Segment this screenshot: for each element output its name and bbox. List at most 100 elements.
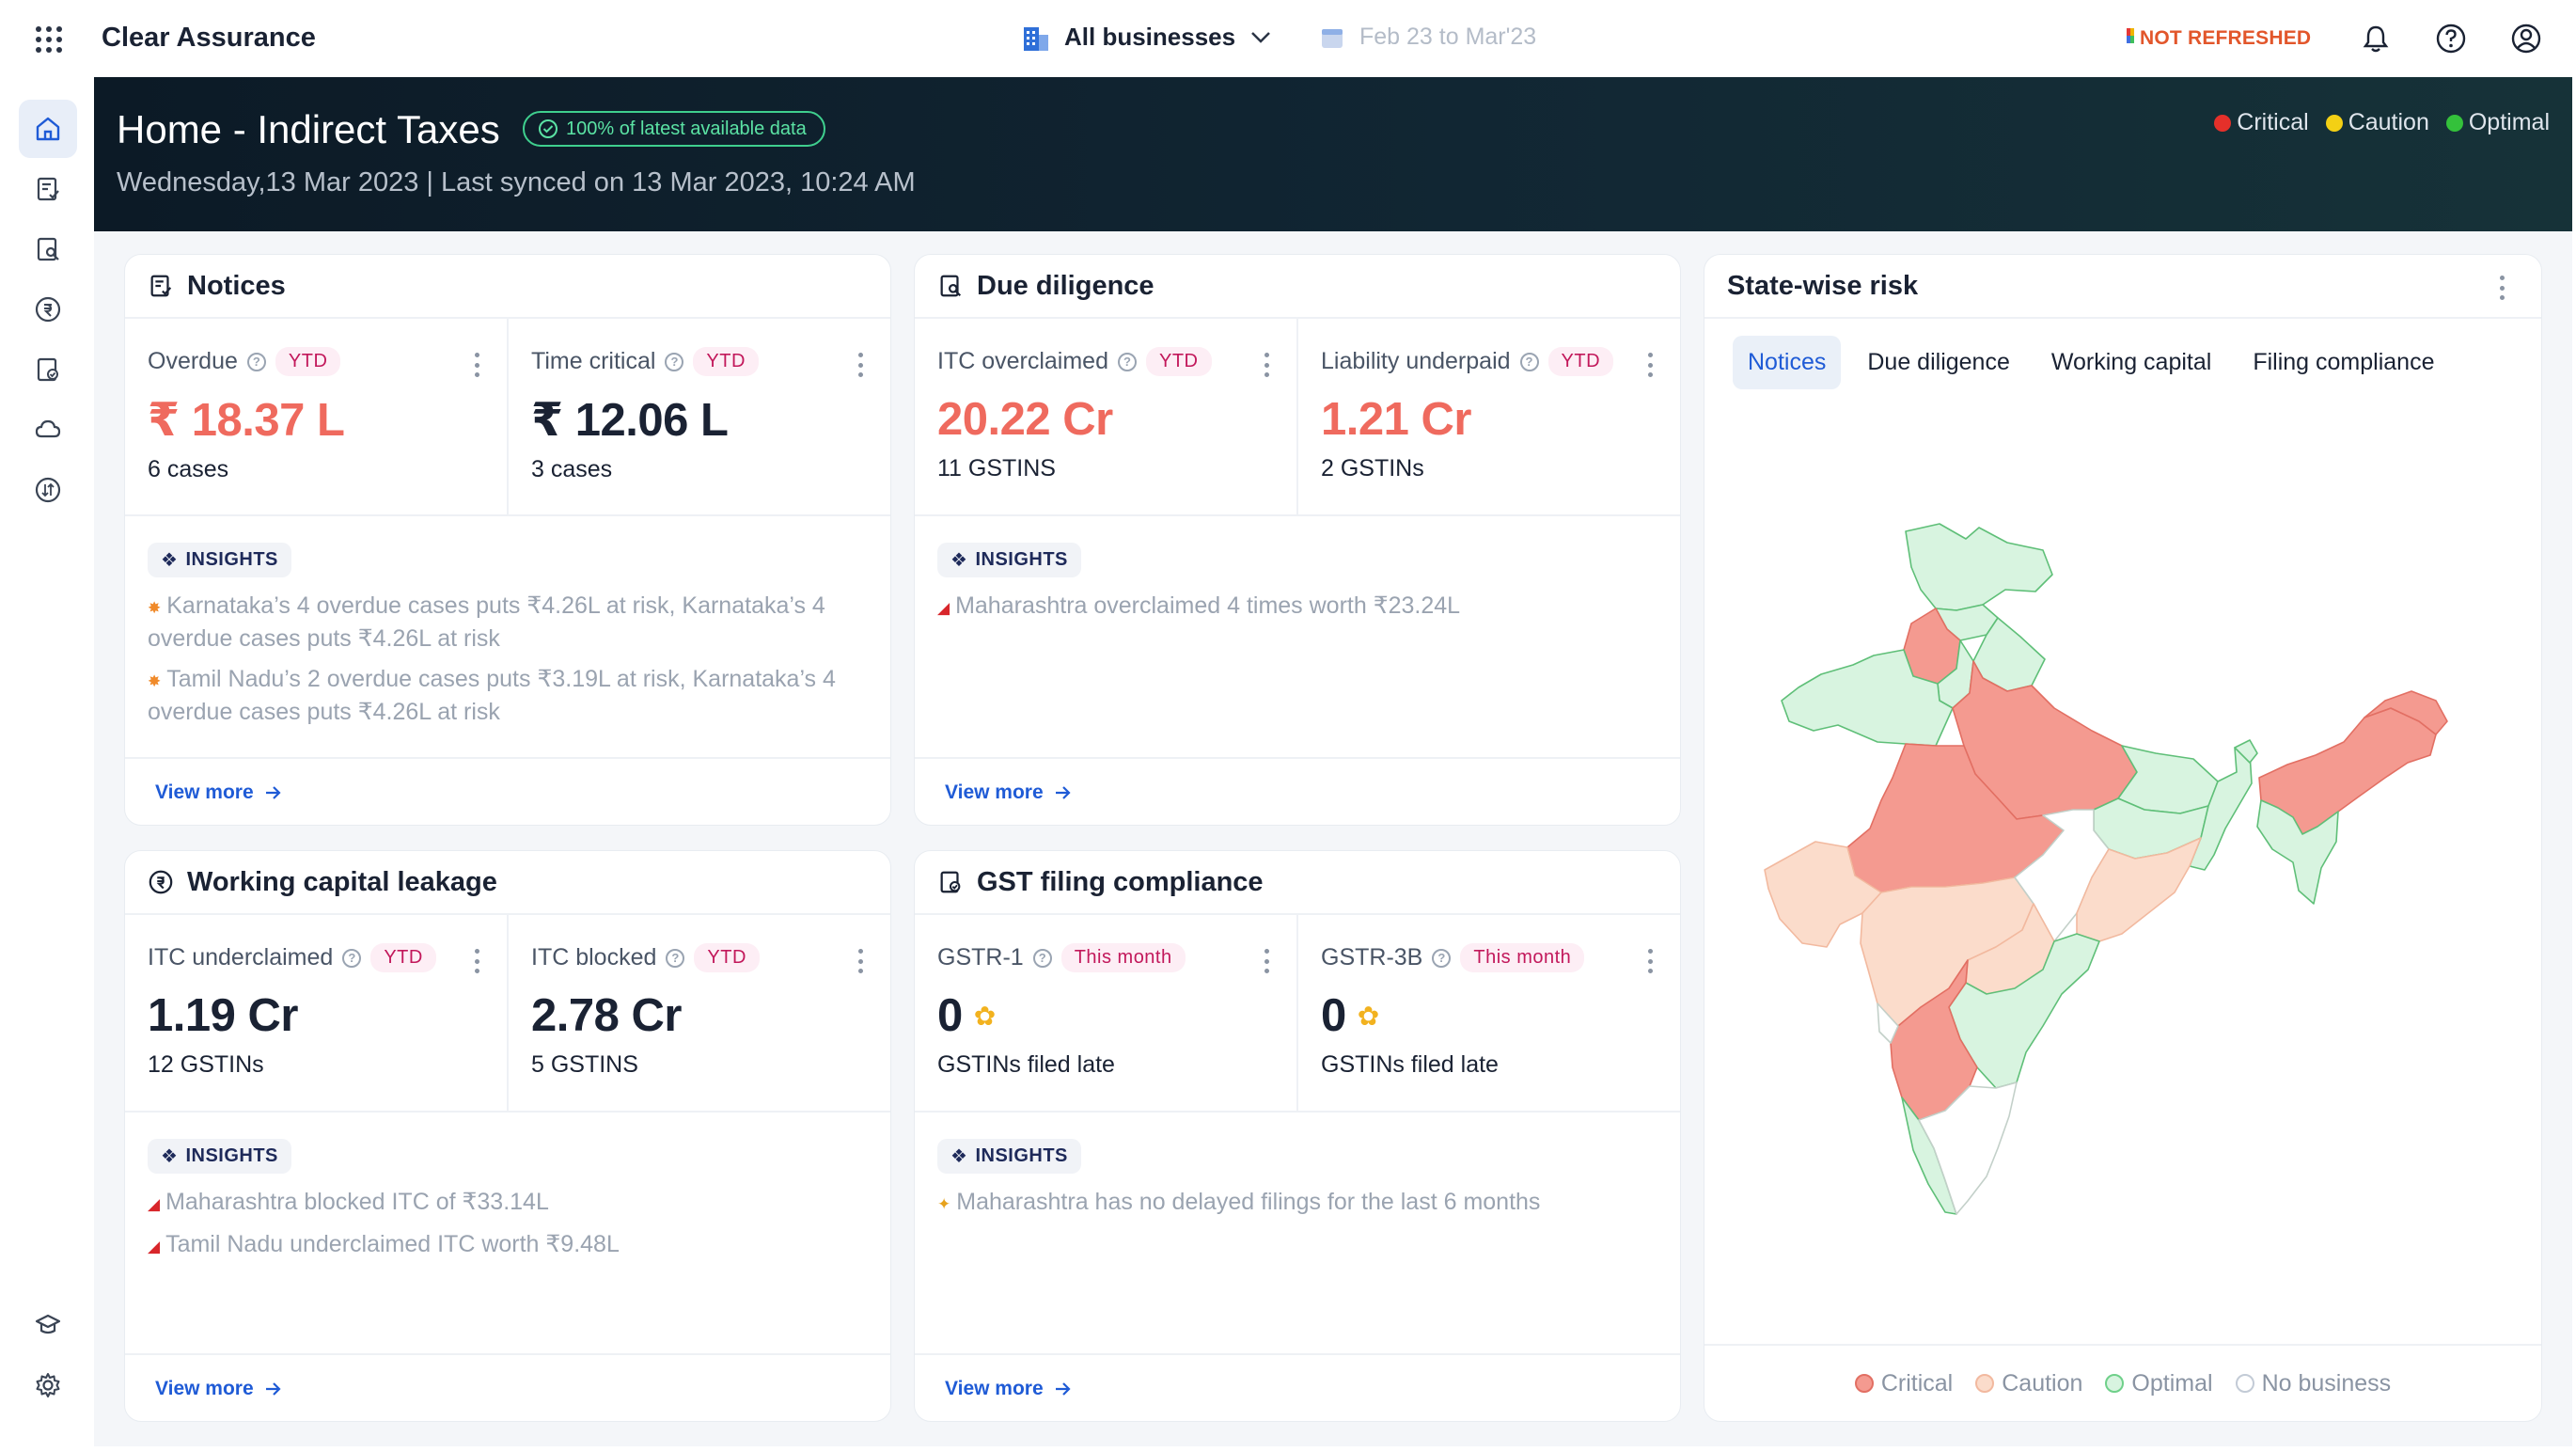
gst-filing-card: GST filing compliance GSTR-1? This month … [914, 850, 1681, 1422]
tab-due-diligence[interactable]: Due diligence [1867, 349, 2010, 375]
apps-grid-icon[interactable] [36, 26, 62, 53]
date-range-picker[interactable]: Feb 23 to Mar'23 [1320, 24, 1536, 51]
notices-card-title: Notices [187, 270, 286, 301]
view-more-link[interactable]: View more [155, 781, 282, 804]
kpi-itc-overclaimed[interactable]: ITC overclaimed? YTD 20.22 Cr 11 GSTINS [915, 319, 1296, 514]
map-region-karnataka[interactable] [1890, 959, 1978, 1121]
sidebar-item-gst-filing[interactable] [19, 340, 77, 399]
kebab-menu-icon[interactable] [475, 949, 480, 973]
clapping-hands-icon: ✿ [973, 1001, 996, 1031]
help-icon[interactable]: ? [1118, 352, 1137, 371]
view-more-link[interactable]: View more [155, 1378, 282, 1400]
kebab-menu-icon[interactable] [858, 353, 864, 377]
working-capital-card-header: Working capital leakage [125, 851, 890, 915]
kebab-menu-icon[interactable] [1648, 353, 1654, 377]
insight-item: ✦ Maharashtra has no delayed filings for … [937, 1189, 1541, 1215]
kpi-subtext: 2 GSTINs [1321, 455, 1424, 481]
notice-doc-icon [37, 177, 59, 201]
map-region-rajasthan[interactable] [1781, 649, 1954, 747]
kebab-menu-icon[interactable] [1264, 949, 1270, 973]
insights-section: ❖ INSIGHTS ◢ Maharashtra overclaimed 4 tim… [915, 516, 1680, 759]
kebab-menu-icon[interactable] [475, 353, 480, 377]
sidebar-item-due-diligence[interactable] [19, 220, 77, 278]
arrow-right-icon [265, 1382, 281, 1396]
bell-icon[interactable] [2360, 23, 2392, 55]
kpi-label: Liability underpaid [1321, 348, 1511, 374]
business-select-label: All businesses [1064, 23, 1236, 51]
doc-search-icon [940, 275, 962, 297]
india-risk-map [1764, 523, 2448, 1215]
map-region-goa[interactable] [1877, 1002, 1899, 1044]
kpi-gstr-1[interactable]: GSTR-1? This month 0 ✿ GSTINs filed late [915, 915, 1296, 1111]
kebab-menu-icon[interactable] [1264, 353, 1270, 377]
period-badge: YTD [693, 347, 759, 376]
working-capital-card: Working capital leakage ITC underclaimed… [124, 850, 891, 1422]
map-region-arunachal[interactable] [2364, 690, 2448, 735]
cloud-icon [35, 419, 61, 438]
sidebar-item-settings[interactable] [19, 1356, 77, 1414]
help-icon[interactable]: ? [1432, 948, 1452, 968]
kpi-time-critical[interactable]: Time critical? YTD ₹ 12.06 L 3 cases [507, 319, 890, 514]
sidebar-item-notices[interactable] [19, 160, 77, 218]
tab-notices[interactable]: Notices [1733, 336, 1842, 389]
sparkle-icon: ❖ [950, 1146, 968, 1167]
help-icon[interactable]: ? [665, 352, 684, 371]
map-region-bihar[interactable] [2117, 745, 2219, 814]
kpi-subtext: GSTINs filed late [1321, 1051, 1499, 1078]
kpi-itc-blocked[interactable]: ITC blocked? YTD 2.78 Cr 5 GSTINS [507, 915, 890, 1111]
kpi-overdue[interactable]: Overdue? YTD ₹ 18.37 L 6 cases [125, 319, 507, 514]
kebab-menu-icon[interactable] [858, 949, 864, 973]
insights-section: ❖ INSIGHTS ◢ Maharashtra blocked ITC of ₹3… [125, 1113, 890, 1355]
kpi-label: GSTR-3B [1321, 944, 1423, 971]
refresh-status[interactable]: NOT REFRESHED [2127, 27, 2311, 50]
sidebar-item-learn[interactable] [19, 1296, 77, 1354]
period-badge: YTD [1146, 347, 1212, 376]
kpi-label: GSTR-1 [937, 944, 1024, 971]
map-region-sikkim[interactable] [2234, 739, 2258, 764]
tab-filing-compliance[interactable]: Filing compliance [2253, 349, 2435, 375]
map-region-northeast-south[interactable] [2256, 799, 2339, 905]
gst-filing-card-header: GST filing compliance [915, 851, 1680, 915]
kpi-itc-underclaimed[interactable]: ITC underclaimed? YTD 1.19 Cr 12 GSTINs [125, 915, 507, 1111]
help-icon[interactable] [2435, 23, 2467, 55]
help-icon[interactable]: ? [1519, 352, 1539, 371]
legend-caution: Caution [2325, 109, 2429, 136]
kpi-value-row: 0 ✿ [1321, 989, 1680, 1042]
due-diligence-card: Due diligence ITC overclaimed? YTD 20.22 … [914, 254, 1681, 826]
sidebar-item-working-capital[interactable] [19, 280, 77, 339]
kpi-gstr-3b[interactable]: GSTR-3B? This month 0 ✿ GSTINs filed late [1296, 915, 1680, 1111]
date-range-label: Feb 23 to Mar'23 [1359, 24, 1537, 50]
kpi-liability-underpaid[interactable]: Liability underpaid? YTD 1.21 Cr 2 GSTINs [1296, 319, 1680, 514]
home-icon [36, 117, 60, 141]
business-select[interactable]: All businesses [1023, 23, 1271, 52]
sidebar-item-cloud[interactable] [19, 401, 77, 459]
help-icon[interactable]: ? [1032, 948, 1052, 968]
kpi-label: ITC overclaimed [937, 348, 1108, 374]
map-region-tamil-nadu[interactable] [1918, 1081, 2018, 1215]
gear-icon [36, 1373, 60, 1397]
map-region-gujarat[interactable] [1764, 841, 1882, 948]
kebab-menu-icon[interactable] [2500, 276, 2505, 300]
period-badge: This month [1460, 943, 1585, 972]
firecracker-icon: ◢ [148, 1238, 161, 1255]
profile-icon[interactable] [2510, 23, 2542, 55]
sidebar-item-reconciliation[interactable] [19, 461, 77, 519]
app-title: Clear Assurance [102, 23, 316, 53]
view-more-link[interactable]: View more [945, 781, 1072, 804]
kpi-value-row: 0 ✿ [937, 989, 1296, 1042]
sidebar-item-home[interactable] [19, 100, 77, 158]
rupee-circle-icon [35, 296, 61, 323]
help-icon[interactable]: ? [342, 948, 362, 968]
refresh-flag-icon [2127, 28, 2134, 43]
help-icon[interactable]: ? [246, 352, 266, 371]
map-region-jammu-kashmir[interactable] [1905, 523, 2053, 611]
view-more-link[interactable]: View more [945, 1378, 1072, 1400]
insights-section: ❖ INSIGHTS ✸ Karnataka’s 4 overdue cases p… [125, 516, 890, 759]
check-circle-icon [539, 119, 558, 138]
kebab-menu-icon[interactable] [1648, 949, 1654, 973]
kpi-value: ₹ 12.06 L [531, 395, 729, 446]
tab-working-capital[interactable]: Working capital [2050, 349, 2212, 375]
chevron-down-icon [1251, 31, 1270, 43]
help-icon[interactable]: ? [666, 948, 685, 968]
data-status-label: 100% of latest available data [566, 118, 807, 139]
